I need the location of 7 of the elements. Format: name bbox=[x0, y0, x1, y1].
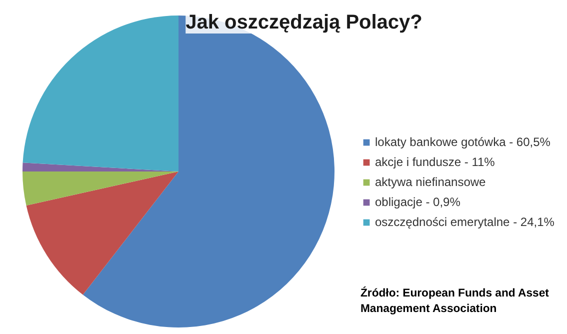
legend-label: obligacje - 0,9% bbox=[375, 195, 460, 209]
text: Źródło: European Funds and Asset Management Association bbox=[360, 286, 550, 316]
legend-label: aktywa niefinansowe bbox=[375, 175, 486, 189]
legend-label: lokaty bankowe gotówka - 60,5% bbox=[375, 135, 550, 149]
legend-label: oszczędności emerytalne - 24,1% bbox=[375, 215, 554, 229]
chart-title: Jak oszczędzają Polacy? bbox=[186, 12, 422, 34]
legend-label: akcje i fundusze - 11% bbox=[375, 155, 495, 169]
